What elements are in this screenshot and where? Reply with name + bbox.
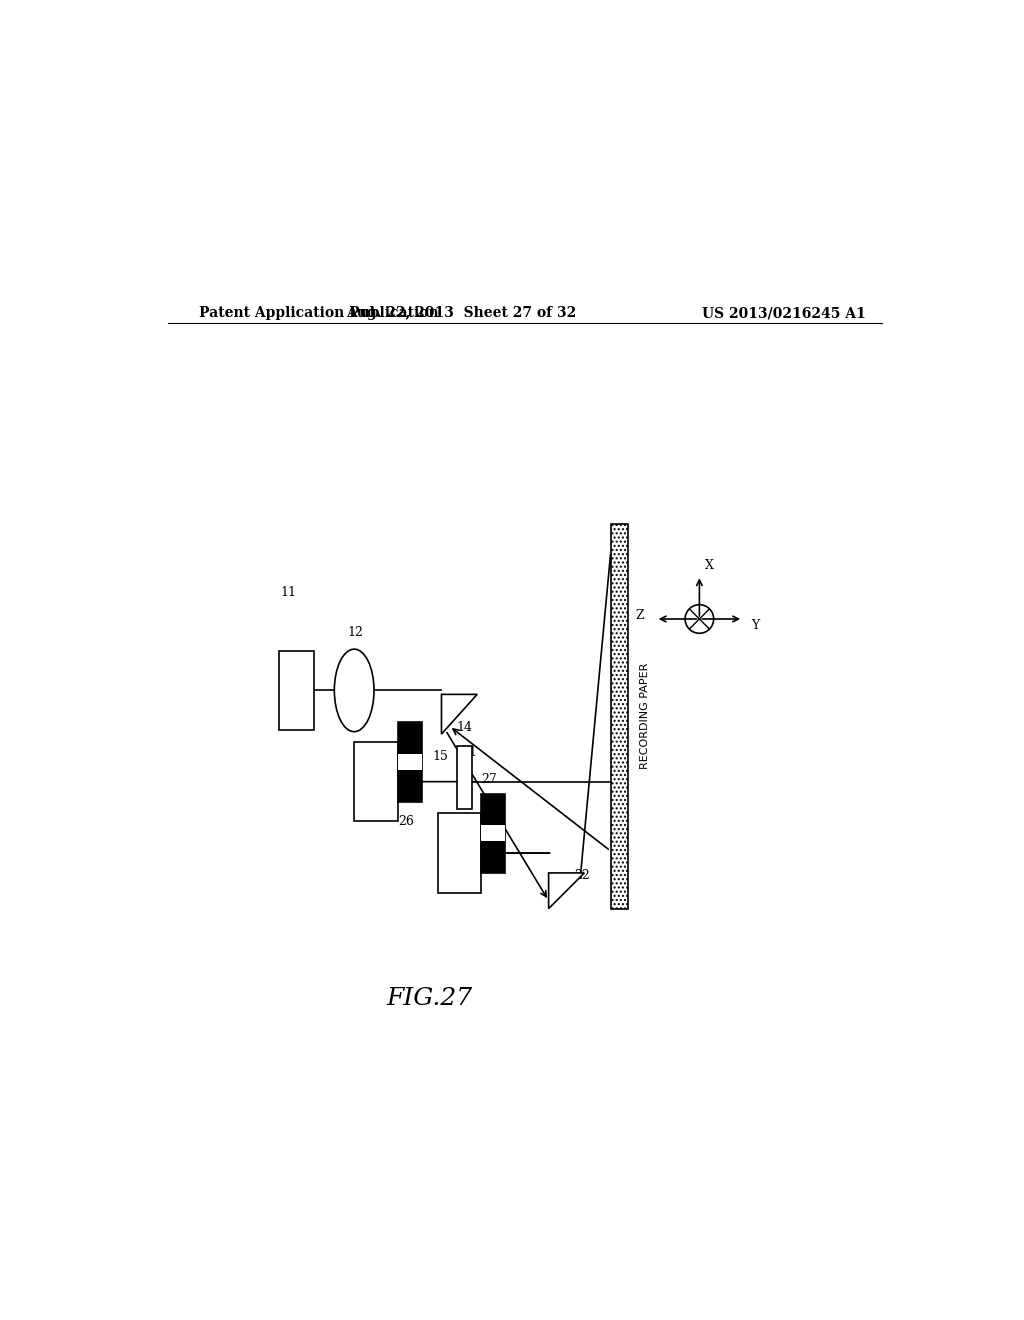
Bar: [481, 825, 505, 841]
Text: Aug. 22, 2013  Sheet 27 of 32: Aug. 22, 2013 Sheet 27 of 32: [346, 306, 577, 321]
Bar: [481, 793, 505, 825]
Text: 27: 27: [481, 772, 497, 785]
Bar: [397, 754, 422, 770]
Bar: [397, 722, 422, 754]
Ellipse shape: [334, 649, 374, 731]
Text: 12: 12: [348, 626, 364, 639]
Bar: [481, 793, 505, 873]
Text: US 2013/0216245 A1: US 2013/0216245 A1: [702, 306, 866, 321]
Bar: [279, 651, 314, 730]
Text: 26: 26: [397, 814, 414, 828]
Text: 21: 21: [461, 746, 477, 759]
Text: 13: 13: [348, 678, 365, 692]
Text: Z: Z: [635, 609, 644, 622]
Bar: [437, 813, 481, 892]
Text: 14: 14: [457, 721, 472, 734]
Bar: [354, 742, 397, 821]
Text: 22: 22: [574, 870, 590, 883]
Bar: [397, 722, 422, 801]
Bar: [458, 746, 472, 809]
Text: X: X: [705, 558, 714, 572]
Polygon shape: [441, 694, 477, 734]
Bar: [481, 841, 505, 873]
Bar: [397, 770, 422, 801]
Text: FIG.27: FIG.27: [386, 987, 473, 1010]
Text: Y: Y: [751, 619, 759, 631]
Text: 15: 15: [432, 750, 447, 763]
Text: 11: 11: [281, 586, 296, 599]
Polygon shape: [549, 873, 585, 908]
Text: RECORDING PAPER: RECORDING PAPER: [640, 663, 650, 770]
Bar: [610, 524, 628, 908]
Text: Patent Application Publication: Patent Application Publication: [200, 306, 439, 321]
